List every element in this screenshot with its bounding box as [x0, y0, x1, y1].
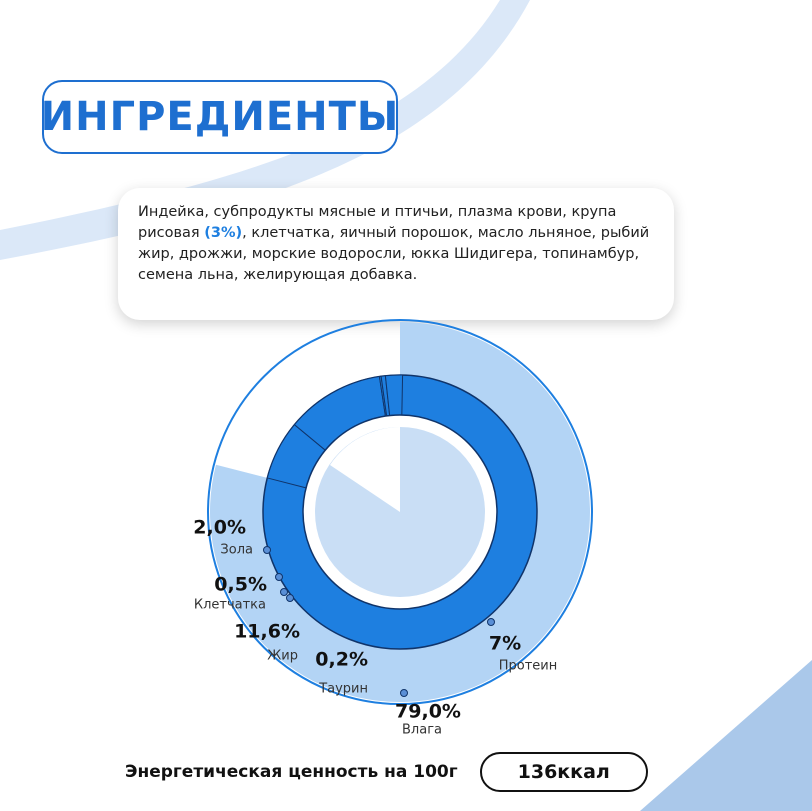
- category-label: Зола: [220, 543, 253, 558]
- ingredients-text: Индейка, субпродукты мясные и птичьи, пл…: [138, 204, 617, 241]
- label-dot: [400, 689, 408, 697]
- value-label: 2,0%: [193, 517, 246, 539]
- value-label: 11,6%: [234, 621, 300, 643]
- label-dot: [280, 588, 288, 596]
- value-label: 7%: [489, 633, 521, 655]
- category-label: Влага: [402, 723, 442, 738]
- category-label: Протеин: [499, 659, 558, 674]
- center-sector: [330, 427, 400, 512]
- label-dot: [263, 546, 271, 554]
- energy-value: 136ккал: [479, 752, 648, 792]
- category-label: Жир: [267, 649, 298, 664]
- label-dot: [286, 594, 294, 602]
- footer: Энергетическая ценность на 100г 136ккал: [125, 750, 685, 794]
- ingredients-card: Индейка, субпродукты мясные и птичьи, пл…: [118, 188, 674, 320]
- label-dot: [487, 618, 495, 626]
- deco-corner: [640, 660, 812, 811]
- value-label: 79,0%: [395, 701, 461, 723]
- value-label: 0,2%: [315, 649, 368, 671]
- energy-label: Энергетическая ценность на 100г: [125, 762, 458, 782]
- deco-stripe: [0, 0, 530, 260]
- value-label: 0,5%: [214, 574, 267, 596]
- title-box: ИНГРЕДИЕНТЫ: [40, 80, 400, 154]
- label-dot: [275, 573, 283, 581]
- outer-outline: [207, 319, 593, 705]
- chart: 79,0%Влага 7% Протеин 11,6% Жир 0,2% Таурин 0,5…: [193, 319, 593, 738]
- category-label: Клетчатка: [194, 598, 266, 613]
- title: ИНГРЕДИЕНТЫ: [40, 94, 400, 140]
- category-label: Таурин: [318, 682, 368, 697]
- ingredients-highlight: (3%): [204, 225, 243, 241]
- ingredients-text: , клетчатка, яичный порошок, масло льнян…: [138, 225, 650, 283]
